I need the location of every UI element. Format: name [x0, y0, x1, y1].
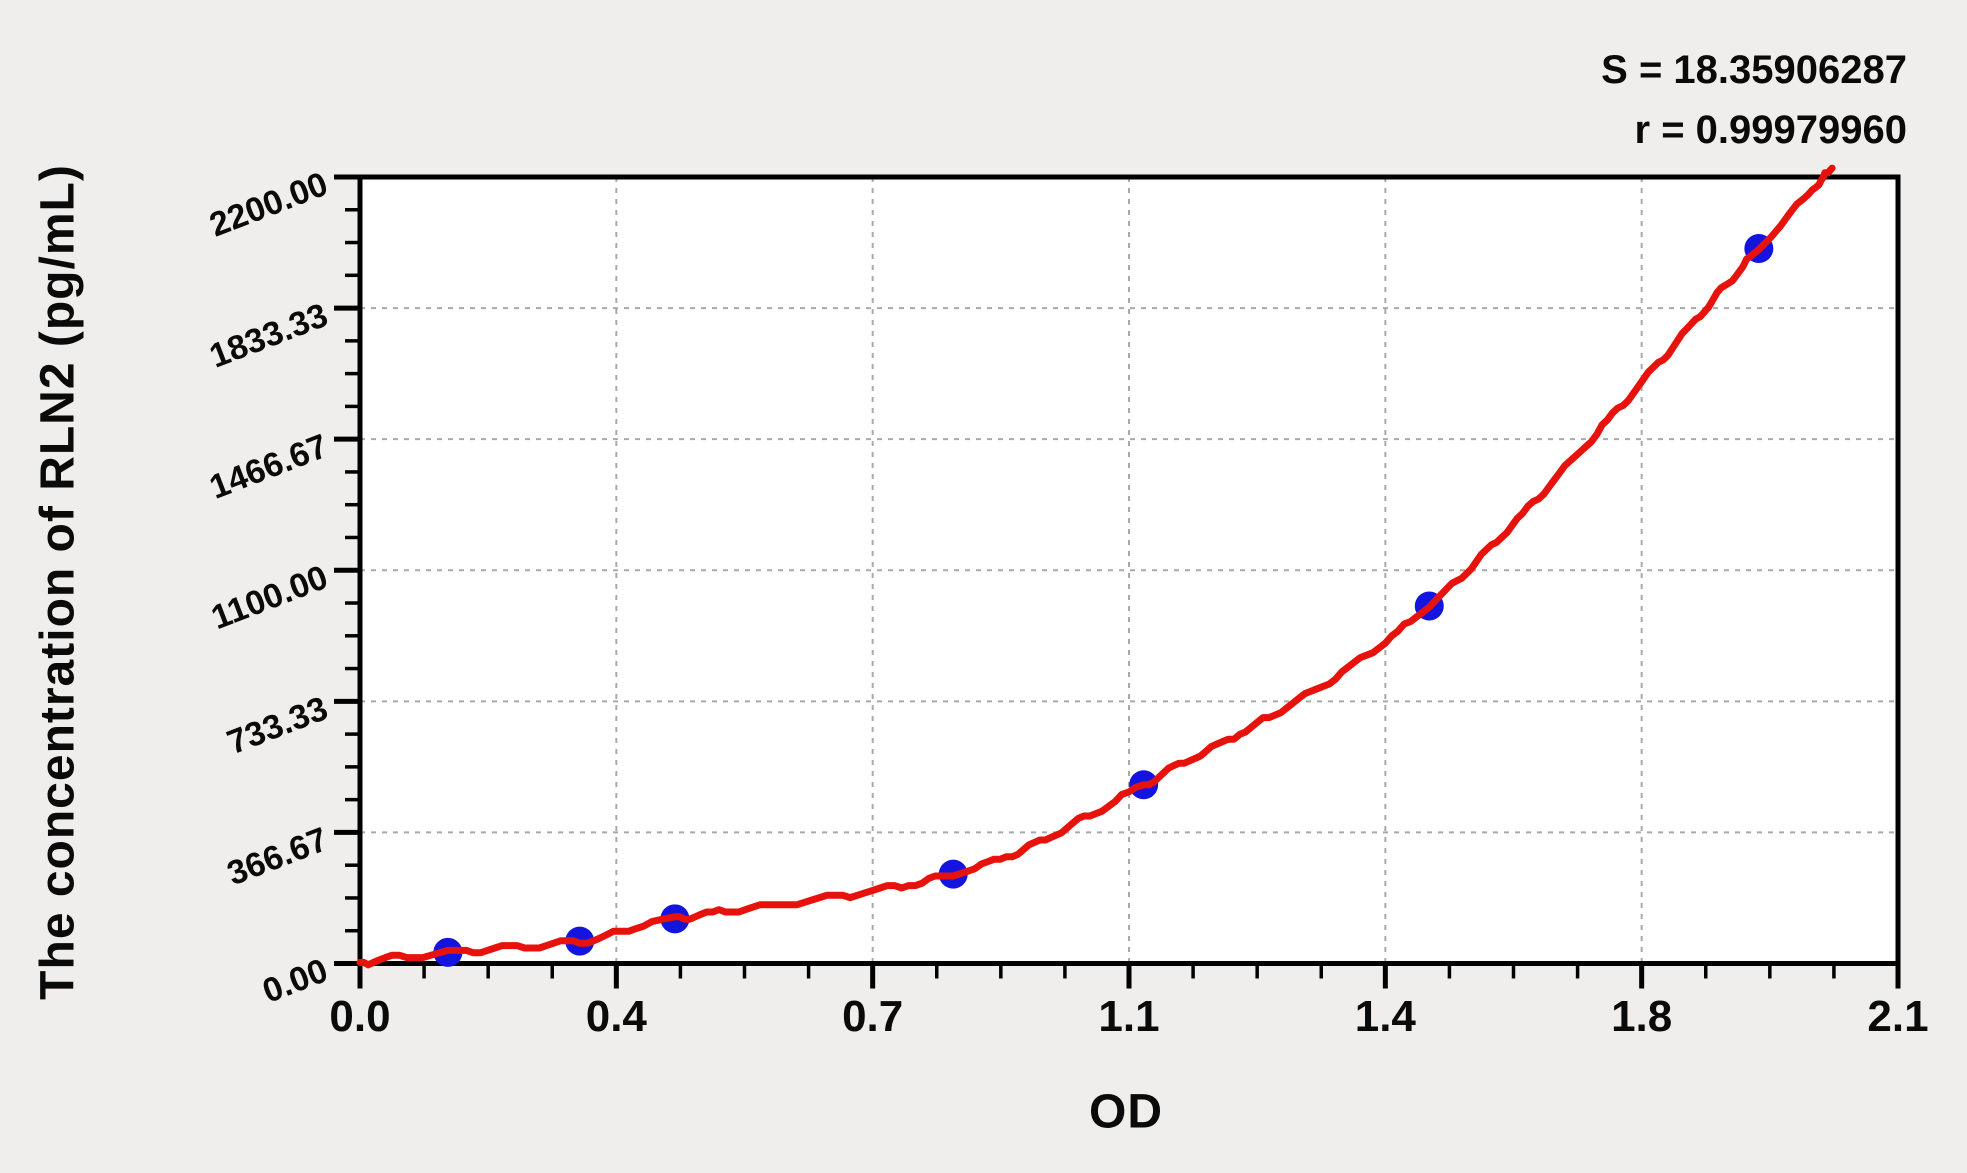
fit-statistics: S = 18.35906287 r = 0.99979960 — [1601, 40, 1907, 160]
y-tick-label: 2200.00 — [205, 165, 333, 245]
x-tick-label: 0.0 — [329, 992, 390, 1041]
y-tick-label: 1100.00 — [206, 558, 333, 637]
fit-curve — [356, 164, 1836, 969]
y-tick-label: 733.33 — [222, 689, 333, 762]
x-tick-label: 2.1 — [1867, 992, 1928, 1041]
stat-r-value: r = 0.99979960 — [1634, 108, 1907, 152]
y-axis-title: The concentration of RLN2 (pg/mL) — [31, 164, 85, 1000]
x-tick-label: 0.4 — [586, 992, 648, 1041]
x-axis-title: OD — [1089, 1085, 1163, 1139]
x-tick-label: 1.8 — [1611, 992, 1672, 1041]
x-tick-label: 1.1 — [1098, 992, 1159, 1041]
y-tick-label: 1466.67 — [205, 427, 333, 507]
y-tick-label: 0.00 — [257, 951, 332, 1010]
stat-s-value: S = 18.35906287 — [1601, 48, 1907, 92]
x-tick-label: 1.4 — [1355, 992, 1417, 1041]
plot-area — [360, 177, 1898, 964]
y-tick-label: 366.67 — [222, 820, 333, 893]
x-tick-label: 0.7 — [842, 992, 903, 1041]
y-tick-label: 1833.33 — [205, 296, 333, 376]
